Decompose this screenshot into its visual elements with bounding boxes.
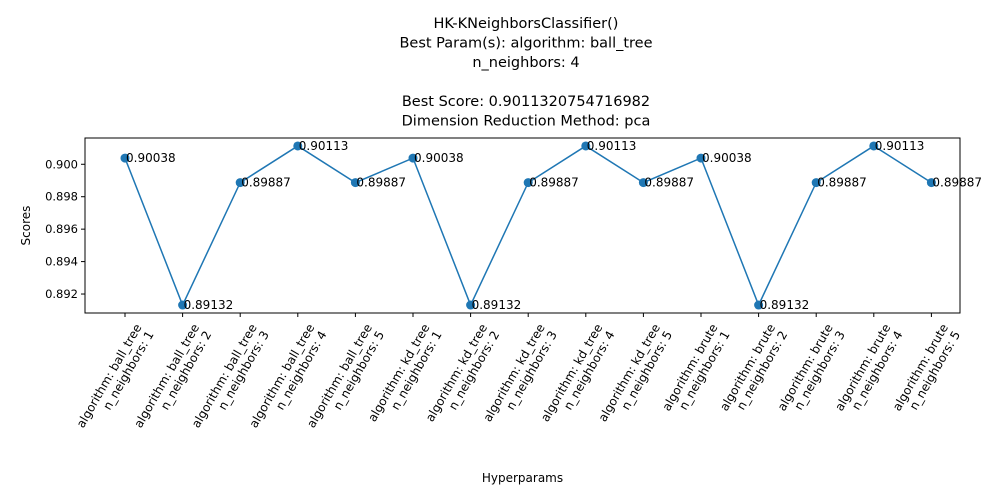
x-tick-label-line: algorithm: ball_tree xyxy=(74,322,145,431)
data-point xyxy=(466,300,476,310)
chart-title-line: Best Score: 0.9011320754716982 xyxy=(402,94,650,110)
y-tick-label: 0.898 xyxy=(45,190,78,204)
plot-area-frame xyxy=(84,137,961,314)
y-axis-label: Scores xyxy=(19,206,33,246)
data-point xyxy=(926,178,936,188)
chart-title-line: Best Param(s): algorithm: ball_tree xyxy=(399,36,652,52)
data-point xyxy=(581,141,591,151)
data-point xyxy=(638,178,648,188)
data-label: 0.90113 xyxy=(875,139,925,153)
data-point xyxy=(178,300,188,310)
series-line xyxy=(124,145,932,307)
chart-title: HK-KNeighborsClassifier() Best Param(s): … xyxy=(399,16,652,130)
data-point xyxy=(235,178,245,188)
y-tick-label: 0.894 xyxy=(45,255,78,269)
y-tick-label: 0.900 xyxy=(45,157,78,171)
data-label: 0.89132 xyxy=(760,298,810,312)
data-label: 0.90038 xyxy=(126,151,176,165)
data-label: 0.90038 xyxy=(702,151,752,165)
data-point xyxy=(120,153,130,163)
data-label: 0.89132 xyxy=(472,298,522,312)
y-tick-label: 0.896 xyxy=(45,222,78,236)
data-label: 0.89887 xyxy=(932,176,982,190)
x-axis-ticks: algorithm: ball_treen_neighbors: 1algori… xyxy=(74,313,963,431)
data-label: 0.90038 xyxy=(414,151,464,165)
data-point xyxy=(350,178,360,188)
data-point xyxy=(754,300,764,310)
chart-title-line: n_neighbors: 4 xyxy=(472,55,579,71)
data-label: 0.89132 xyxy=(184,298,234,312)
y-tick-label: 0.892 xyxy=(45,287,78,301)
data-label: 0.89887 xyxy=(644,176,694,190)
data-labels: 0.90038 0.89132 0.89887 0.90113 0.89887 0.900… xyxy=(126,139,982,312)
data-label: 0.90113 xyxy=(587,139,637,153)
chart-title-line: HK-KNeighborsClassifier() xyxy=(434,16,619,32)
data-label: 0.89887 xyxy=(817,176,867,190)
data-label: 0.89887 xyxy=(529,176,579,190)
data-point xyxy=(696,153,706,163)
data-label: 0.90113 xyxy=(299,139,349,153)
series-points xyxy=(120,141,936,310)
chart-title-line: Dimension Reduction Method: pca xyxy=(402,114,651,130)
data-point xyxy=(811,178,821,188)
data-point xyxy=(293,141,303,151)
data-point xyxy=(523,178,533,188)
y-axis-ticks: 0.892 0.894 0.896 0.898 0.900 xyxy=(45,157,85,301)
data-label: 0.89887 xyxy=(241,176,291,190)
x-axis-label: Hyperparams xyxy=(482,471,563,485)
data-point xyxy=(408,153,418,163)
data-point xyxy=(869,141,879,151)
data-label: 0.89887 xyxy=(356,176,406,190)
